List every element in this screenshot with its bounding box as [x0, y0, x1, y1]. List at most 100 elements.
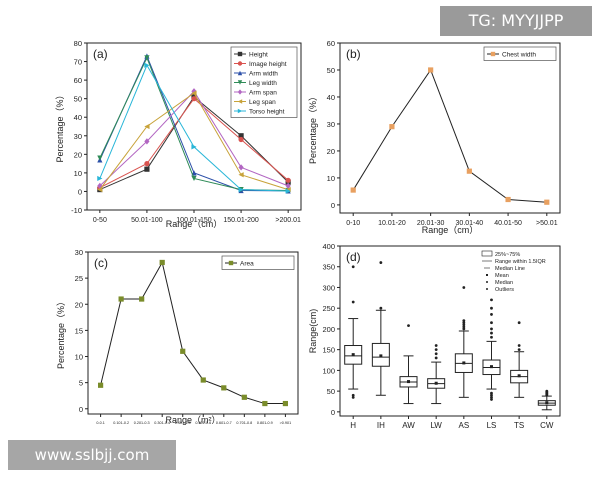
watermark-top: TG: MYYJJPP	[440, 6, 592, 36]
legend-label-torso-height: Torso height	[249, 109, 285, 116]
y-tick-label: 20	[327, 147, 335, 156]
y-tick-label: 40	[327, 93, 335, 102]
data-point-chest-width	[544, 199, 550, 205]
outlier-ls	[490, 395, 493, 399]
outlier-as	[462, 323, 466, 327]
data-point-chest-width	[428, 67, 434, 73]
series-line-chest-width	[352, 68, 547, 203]
legend-label: Range within 1.5IQR	[495, 259, 546, 265]
data-point-chest-width	[505, 196, 511, 203]
data-point-area	[159, 259, 165, 266]
legend-marker-arm-span	[237, 89, 243, 95]
y-tick-label: 60	[327, 39, 335, 48]
legend-marker-torso-height	[237, 108, 243, 114]
mean-marker-cw	[545, 401, 549, 405]
outlier-cw	[545, 389, 549, 393]
y-tick-label: 20	[74, 150, 82, 159]
mean-marker-ih	[379, 354, 383, 358]
data-point-arm-span	[285, 182, 291, 189]
x-tick-label: 10.01-20	[378, 220, 406, 227]
data-point-area	[282, 400, 288, 407]
legend-label-leg-width: Leg width	[249, 80, 277, 87]
legend-marker-arm-width	[237, 70, 243, 76]
y-tick-label: 0	[331, 408, 335, 417]
y-tick-label: 300	[322, 283, 335, 292]
mean-marker-as	[462, 361, 466, 365]
legend-symbol-dot	[486, 288, 488, 290]
data-point-area	[200, 377, 206, 383]
y-tick-label: 50	[327, 387, 335, 396]
y-tick-label: 30	[75, 248, 83, 257]
legend-box	[221, 255, 295, 270]
y-tick-label: 60	[74, 76, 82, 85]
legend-label-arm-span: Arm span	[249, 90, 277, 97]
x-tick-label: 40.01-50	[494, 220, 522, 227]
y-tick-label: 10	[74, 169, 82, 178]
x-tick-label: 0.601-0.7	[216, 421, 232, 425]
y-axis-title: Percentage（%）	[55, 90, 65, 162]
data-point-area	[180, 348, 186, 354]
legend-label-arm-width: Arm width	[249, 71, 278, 78]
y-tick-label: 400	[322, 242, 335, 251]
legend-label: Mean	[495, 273, 509, 279]
mean-marker-ls	[489, 365, 493, 369]
outlier-ls	[490, 331, 493, 335]
mean-marker-lw	[434, 381, 438, 385]
outlier-h	[351, 393, 355, 397]
legend-marker-chest-width	[490, 51, 496, 57]
y-tick-label: 150	[322, 346, 335, 355]
x-axis-title: Range（cm）	[422, 225, 479, 235]
x-tick-label: 50.01-100	[131, 217, 163, 224]
y-axis-title: Percentage（%）	[56, 297, 66, 369]
legend-symbol-dot	[486, 281, 488, 283]
y-tick-label: 100	[322, 366, 335, 375]
outlier-ls	[490, 398, 493, 401]
data-point-height	[144, 166, 150, 172]
outlier-h	[351, 265, 355, 269]
data-point-arm-span	[238, 164, 244, 171]
data-point-chest-width	[350, 187, 356, 193]
data-point-area	[118, 296, 124, 302]
data-point-leg-span	[97, 186, 103, 193]
legend-label-image-height: Image height	[249, 61, 287, 68]
panel-d-frame	[339, 245, 561, 417]
x-tick-label: 30.01-40	[456, 220, 484, 227]
x-tick-label: >50.01	[536, 220, 558, 227]
y-tick-label: 0	[331, 201, 335, 210]
y-tick-label: 25	[75, 274, 83, 283]
legend-marker-area	[228, 260, 234, 266]
legend-symbol-box	[481, 250, 493, 257]
outlier-ls	[490, 306, 493, 310]
panel-b-label: (b)	[346, 47, 361, 61]
x-tick-label: 0.501-0.6	[195, 421, 211, 425]
y-tick-label: 0	[78, 187, 82, 196]
x-tick-label: IH	[377, 421, 385, 430]
y-tick-label: 30	[327, 120, 335, 129]
x-tick-label: 0-50	[93, 217, 107, 224]
data-point-area	[98, 382, 104, 388]
x-tick-label: 20.01-30	[417, 220, 445, 227]
data-point-torso-height	[97, 175, 103, 182]
y-tick-label: 20	[75, 300, 83, 309]
x-tick-label: H	[350, 421, 356, 430]
outlier-h	[351, 395, 355, 399]
data-point-leg-width	[97, 155, 103, 161]
data-point-torso-height	[191, 144, 197, 150]
outlier-ls	[490, 393, 493, 397]
x-tick-label: 0-10	[346, 220, 360, 227]
data-point-arm-span	[144, 138, 150, 145]
outlier-ls	[490, 313, 493, 316]
x-tick-label: 0.701-0.8	[236, 421, 252, 425]
outlier-ih	[379, 261, 383, 264]
legend-marker-image-height	[237, 61, 243, 66]
x-tick-label: 100.01-150	[176, 217, 212, 224]
data-point-torso-height	[144, 62, 150, 68]
outlier-lw	[434, 356, 438, 360]
outlier-as	[462, 286, 466, 289]
data-point-leg-span	[144, 123, 150, 130]
y-tick-label: 10	[75, 353, 83, 362]
outlier-ls	[490, 335, 493, 339]
legend-label: 25%~75%	[495, 252, 520, 258]
x-tick-label: CW	[540, 421, 554, 430]
